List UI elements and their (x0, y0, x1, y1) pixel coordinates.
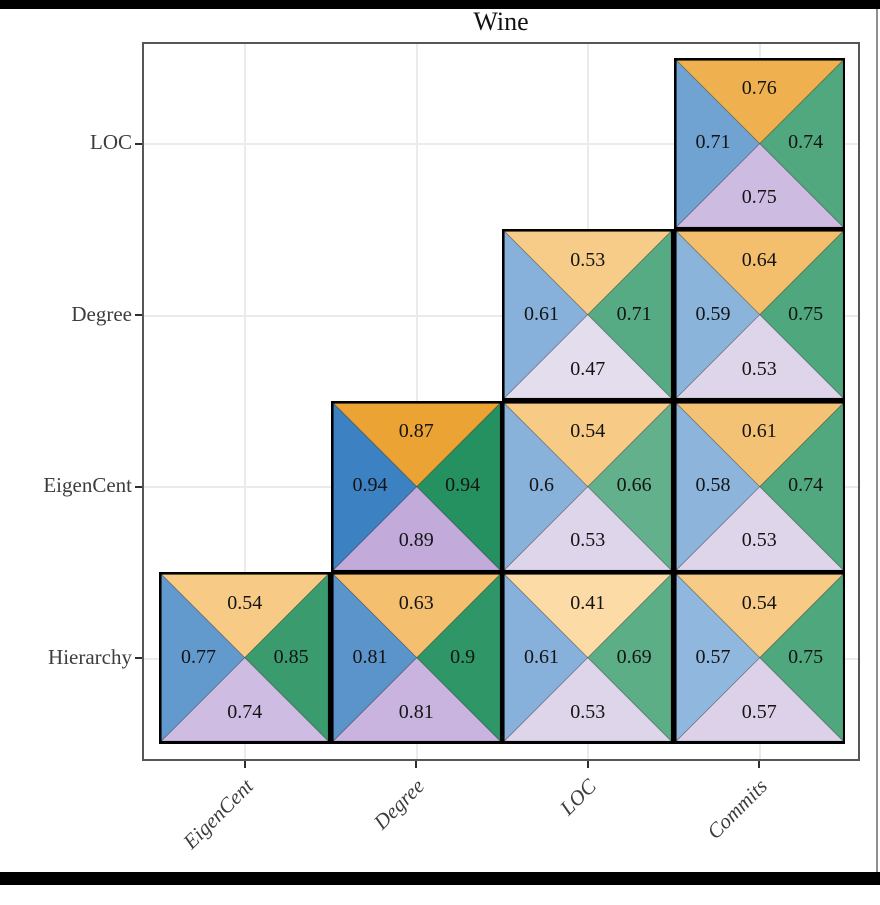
cell-triangles (330, 400, 502, 572)
triangle-bottom (502, 485, 674, 572)
y-axis-tick (135, 486, 142, 488)
matrix-cell-EigenCent-Commits: 0.61 0.58 0.74 0.53 (673, 400, 845, 572)
window-right-edge-line (876, 9, 878, 872)
cell-value-right: 0.75 (788, 645, 824, 668)
cell-value-bottom: 0.89 (398, 529, 434, 552)
cell-value-bottom: 0.74 (227, 700, 263, 723)
cell-triangles (502, 400, 674, 572)
cell-value-top: 0.41 (570, 591, 606, 614)
matrix-cell-Hierarchy-LOC: 0.41 0.61 0.69 0.53 (502, 572, 674, 744)
matrix-cell-LOC-Commits: 0.76 0.71 0.74 0.75 (673, 57, 845, 229)
cell-value-left: 0.57 (695, 645, 731, 668)
cell-value-right: 0.9 (450, 645, 476, 668)
triangle-bottom (159, 657, 331, 744)
cell-triangles (673, 572, 845, 744)
y-axis-label: Degree (71, 302, 132, 326)
cell-value-left: 0.81 (352, 645, 388, 668)
cell-value-right: 0.69 (616, 645, 652, 668)
matrix-cell-EigenCent-LOC: 0.54 0.6 0.66 0.53 (502, 400, 674, 572)
top-black-bar (0, 0, 880, 9)
cell-value-left: 0.58 (695, 474, 731, 497)
triangle-bottom (673, 142, 845, 229)
cell-value-top: 0.54 (570, 420, 606, 443)
triangle-bottom (330, 657, 502, 744)
gridline-vertical (244, 44, 246, 759)
cell-value-top: 0.76 (741, 77, 777, 100)
triangle-bottom (673, 314, 845, 401)
matrix-cell-Degree-LOC: 0.53 0.61 0.71 0.47 (502, 229, 674, 401)
cell-value-top: 0.64 (741, 248, 777, 271)
cell-value-left: 0.94 (352, 474, 388, 497)
cell-value-bottom: 0.53 (741, 357, 777, 380)
cell-triangles (330, 572, 502, 744)
cell-triangles (502, 229, 674, 401)
matrix-cell-Hierarchy-EigenCent: 0.54 0.77 0.85 0.74 (159, 572, 331, 744)
cell-value-bottom: 0.53 (570, 700, 606, 723)
cell-value-left: 0.6 (528, 474, 554, 497)
cell-value-bottom: 0.47 (570, 357, 606, 380)
matrix-cell-Hierarchy-Degree: 0.63 0.81 0.9 0.81 (330, 572, 502, 744)
cell-value-right: 0.66 (616, 474, 652, 497)
cell-value-right: 0.75 (788, 302, 824, 325)
cell-value-right: 0.74 (788, 131, 824, 154)
cell-value-top: 0.54 (741, 591, 777, 614)
x-axis-label: EigenCent (178, 774, 258, 854)
triangle-bottom (673, 485, 845, 572)
cell-value-top: 0.61 (741, 420, 777, 443)
cell-triangles (673, 400, 845, 572)
cell-value-left: 0.59 (695, 302, 731, 325)
triangle-bottom (502, 314, 674, 401)
triangle-bottom (330, 485, 502, 572)
x-axis-label: Degree (368, 774, 429, 835)
x-axis-label: LOC (555, 774, 601, 820)
matrix-cell-EigenCent-Degree: 0.87 0.94 0.94 0.89 (330, 400, 502, 572)
x-axis-tick (758, 761, 760, 768)
y-axis-tick (135, 314, 142, 316)
y-axis-tick (135, 657, 142, 659)
bottom-black-bar (0, 872, 880, 885)
plot-title: Wine (473, 7, 529, 36)
x-axis-tick (415, 761, 417, 768)
cell-triangles (673, 229, 845, 401)
cell-value-top: 0.63 (398, 591, 434, 614)
cell-value-top: 0.54 (227, 591, 263, 614)
gridline-horizontal (144, 315, 858, 317)
x-axis-label: Commits (702, 774, 772, 844)
cell-value-bottom: 0.53 (741, 529, 777, 552)
cell-value-left: 0.77 (180, 645, 216, 668)
cell-value-right: 0.74 (788, 474, 824, 497)
matrix-cell-Degree-Commits: 0.64 0.59 0.75 0.53 (673, 229, 845, 401)
y-axis-label: Hierarchy (48, 645, 132, 669)
cell-value-right: 0.71 (616, 302, 652, 325)
cell-value-left: 0.61 (523, 302, 559, 325)
cell-value-left: 0.71 (695, 131, 731, 154)
cell-value-bottom: 0.81 (398, 700, 434, 723)
cell-triangles (502, 572, 674, 744)
gridline-horizontal (144, 143, 858, 145)
cell-value-top: 0.87 (398, 420, 434, 443)
cell-value-bottom: 0.53 (570, 529, 606, 552)
matrix-cell-Hierarchy-Commits: 0.54 0.57 0.75 0.57 (673, 572, 845, 744)
cell-value-left: 0.61 (523, 645, 559, 668)
y-axis-tick (135, 143, 142, 145)
cell-value-bottom: 0.75 (741, 186, 777, 209)
cell-triangles (159, 572, 331, 744)
triangle-bottom (673, 657, 845, 744)
triangle-bottom (502, 657, 674, 744)
cell-value-right: 0.94 (445, 474, 481, 497)
cell-value-right: 0.85 (273, 645, 309, 668)
y-axis-label: EigenCent (43, 473, 132, 497)
cell-value-bottom: 0.57 (741, 700, 777, 723)
y-axis-label: LOC (90, 130, 132, 154)
cell-triangles (673, 57, 845, 229)
x-axis-tick (244, 761, 246, 768)
cell-value-top: 0.53 (570, 248, 606, 271)
x-axis-tick (587, 761, 589, 768)
